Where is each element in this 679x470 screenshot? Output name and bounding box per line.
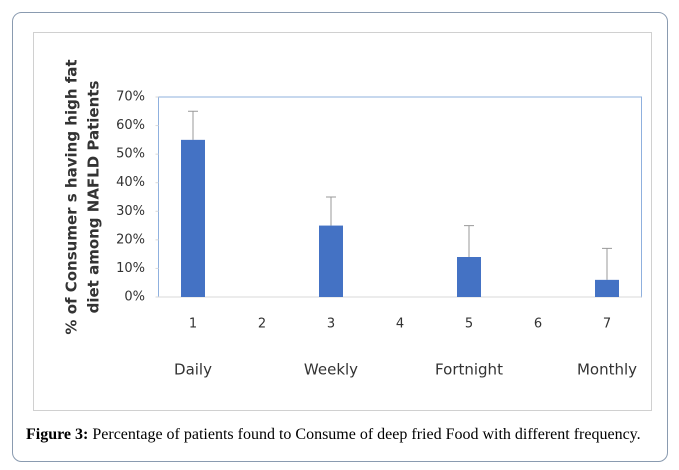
y-tick-label: 70% — [116, 90, 145, 105]
x-tick-label: 2 — [258, 317, 266, 332]
error-bar — [326, 196, 336, 226]
x-tick-label: 5 — [465, 317, 473, 332]
x-tick-label: 1 — [189, 317, 197, 332]
bar — [457, 257, 481, 297]
bar — [595, 279, 619, 297]
y-tick-label: 10% — [116, 261, 145, 276]
caption-text: Percentage of patients found to Consume … — [92, 426, 641, 443]
x-tick-label: 4 — [396, 317, 404, 332]
y-tick-label: 20% — [116, 232, 145, 247]
y-tick-label: 50% — [116, 147, 145, 162]
group-label: Fortnight — [435, 361, 503, 379]
figure-frame — [12, 12, 668, 462]
caption: Figure 3: Percentage of patients found t… — [26, 424, 666, 445]
y-tick-label: 0% — [124, 290, 145, 305]
group-label: Weekly — [304, 361, 358, 379]
y-tick-label: 40% — [116, 175, 145, 190]
x-tick-label: 7 — [603, 317, 611, 332]
group-label: Monthly — [577, 361, 637, 379]
bar — [319, 225, 343, 297]
y-tick-label: 30% — [116, 204, 145, 219]
bar — [181, 139, 205, 297]
error-bar — [188, 110, 198, 140]
y-axis-label-line: diet among NAFLD Patients — [85, 81, 103, 314]
error-bar — [464, 225, 474, 257]
chart-frame — [33, 32, 652, 411]
y-axis-label: % of Consumer s having high fat diet amon… — [63, 59, 103, 334]
error-bar — [602, 247, 612, 280]
plot-border — [158, 96, 642, 298]
y-axis-label-line: % of Consumer s having high fat — [63, 59, 81, 334]
x-tick-label: 3 — [327, 317, 335, 332]
x-tick-label: 6 — [534, 317, 542, 332]
group-label: Daily — [174, 361, 212, 379]
caption-label: Figure 3: — [26, 426, 89, 443]
y-tick-label: 60% — [116, 118, 145, 133]
